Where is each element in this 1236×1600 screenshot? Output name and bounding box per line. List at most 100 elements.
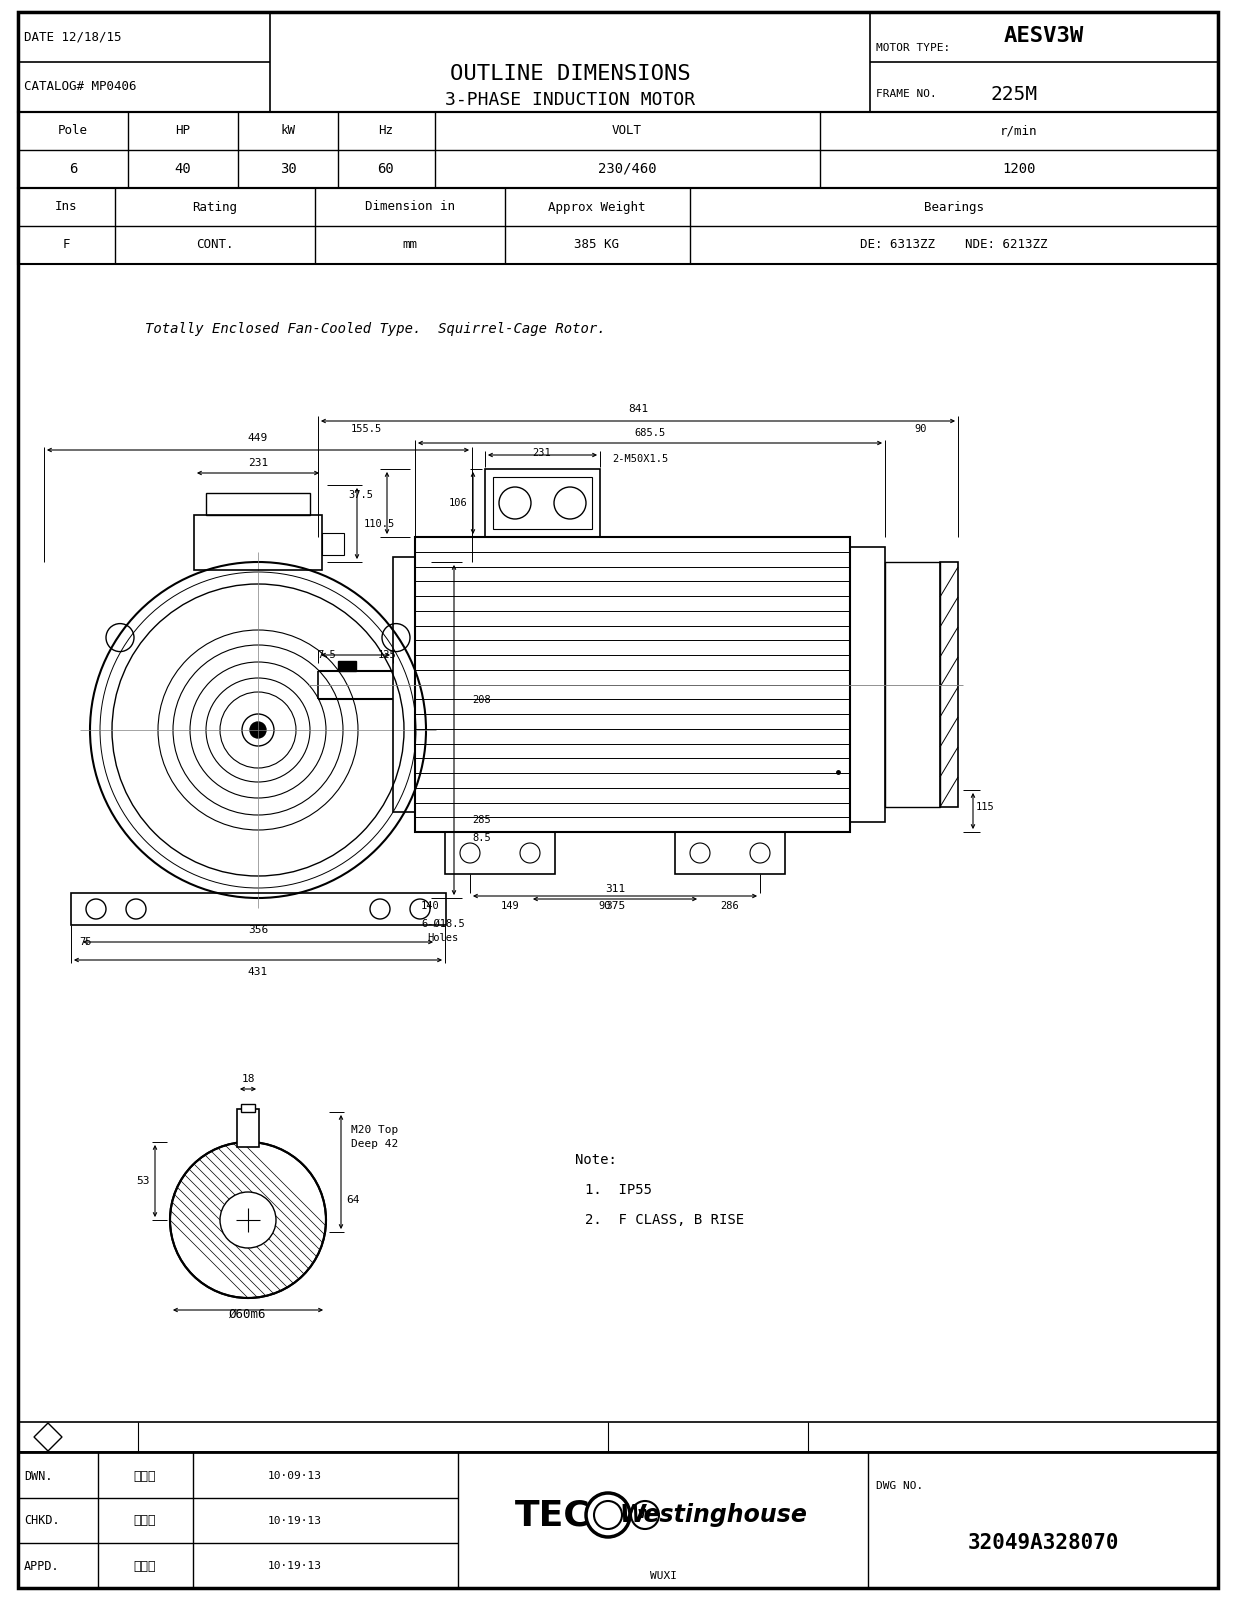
Bar: [885, 562, 941, 806]
Text: 149: 149: [501, 901, 519, 910]
Bar: [241, 1104, 255, 1112]
Text: FRAME NO.: FRAME NO.: [876, 90, 937, 99]
Text: 841: 841: [628, 403, 648, 414]
Text: 155.5: 155.5: [350, 424, 382, 434]
Text: F: F: [62, 238, 69, 251]
Text: 18: 18: [241, 1074, 255, 1085]
Text: 6-Ø18.5: 6-Ø18.5: [421, 918, 465, 930]
Text: 230/460: 230/460: [598, 162, 656, 176]
Circle shape: [220, 1192, 276, 1248]
Text: HP: HP: [176, 125, 190, 138]
Text: Note:: Note:: [575, 1154, 617, 1166]
Text: WUXI: WUXI: [649, 1571, 676, 1581]
Text: r/min: r/min: [1000, 125, 1038, 138]
Text: 125: 125: [378, 650, 397, 659]
Text: mm: mm: [403, 238, 418, 251]
Text: 140: 140: [420, 901, 439, 910]
Bar: [337, 661, 356, 670]
Text: 449: 449: [248, 434, 268, 443]
Text: 時崇慶: 時崇慶: [133, 1515, 156, 1528]
Bar: [941, 562, 958, 806]
Bar: [393, 557, 415, 813]
Bar: [19, 1422, 1217, 1453]
Text: 106: 106: [449, 498, 467, 509]
Text: Dimension in: Dimension in: [365, 200, 455, 213]
Circle shape: [250, 722, 266, 738]
Text: CATALOG# MP0406: CATALOG# MP0406: [23, 80, 136, 93]
Text: TEC: TEC: [515, 1498, 591, 1533]
Bar: [237, 1109, 260, 1147]
Bar: [19, 1453, 1217, 1587]
Text: 32049A328070: 32049A328070: [968, 1533, 1119, 1554]
Text: Approx Weight: Approx Weight: [549, 200, 645, 213]
Text: 10·19·13: 10·19·13: [268, 1562, 323, 1571]
Text: 286: 286: [721, 901, 739, 910]
Text: OUTLINE DIMENSIONS: OUTLINE DIMENSIONS: [450, 64, 691, 83]
Text: 285: 285: [472, 814, 491, 826]
Text: 431: 431: [248, 966, 268, 978]
Text: 2-M50X1.5: 2-M50X1.5: [612, 454, 669, 464]
Bar: [323, 533, 344, 555]
Text: 231: 231: [248, 458, 268, 467]
Text: Hz: Hz: [378, 125, 393, 138]
Text: W: W: [638, 1509, 651, 1522]
Bar: [19, 112, 1217, 187]
Text: CONT.: CONT.: [197, 238, 234, 251]
Text: AESV3W: AESV3W: [1004, 26, 1084, 46]
Text: 10·09·13: 10·09·13: [268, 1470, 323, 1482]
Bar: [850, 547, 885, 822]
Text: 225M: 225M: [990, 85, 1037, 104]
Text: Rating: Rating: [193, 200, 237, 213]
Text: Deep 42: Deep 42: [351, 1139, 398, 1149]
Text: 1200: 1200: [1002, 162, 1036, 176]
Text: 譚道勇: 譚道勇: [133, 1469, 156, 1483]
Text: MOTOR TYPE:: MOTOR TYPE:: [876, 43, 950, 53]
Text: 375: 375: [604, 901, 625, 910]
Bar: [445, 832, 555, 874]
Bar: [194, 515, 323, 570]
Text: 40: 40: [174, 162, 192, 176]
Text: VOLT: VOLT: [612, 125, 641, 138]
Text: 311: 311: [604, 883, 625, 894]
Text: 嚴和款: 嚴和款: [133, 1560, 156, 1573]
Text: 60: 60: [378, 162, 394, 176]
Text: DWN.: DWN.: [23, 1469, 52, 1483]
Text: 685.5: 685.5: [634, 427, 666, 438]
Text: 1.  IP55: 1. IP55: [585, 1182, 653, 1197]
Text: APPD.: APPD.: [23, 1560, 59, 1573]
Text: 231: 231: [533, 448, 551, 458]
Text: kW: kW: [281, 125, 295, 138]
Text: 356: 356: [248, 925, 268, 934]
Bar: [19, 11, 1217, 112]
Bar: [19, 187, 1217, 264]
Bar: [70, 893, 446, 925]
Bar: [206, 493, 310, 515]
Text: 30: 30: [279, 162, 297, 176]
Bar: [485, 469, 599, 538]
Text: Westinghouse: Westinghouse: [619, 1502, 807, 1526]
Circle shape: [171, 1142, 326, 1298]
Text: 7.5: 7.5: [318, 650, 336, 659]
Text: Pole: Pole: [58, 125, 88, 138]
Text: Totally Enclosed Fan-Cooled Type.  Squirrel-Cage Rotor.: Totally Enclosed Fan-Cooled Type. Squirr…: [145, 322, 606, 336]
Text: DATE 12/18/15: DATE 12/18/15: [23, 30, 121, 43]
Bar: [675, 832, 785, 874]
Text: M20 Top: M20 Top: [351, 1125, 398, 1134]
Text: 8.5: 8.5: [472, 834, 491, 843]
Text: 90: 90: [915, 424, 927, 434]
Bar: [493, 477, 592, 530]
Text: Holes: Holes: [428, 933, 459, 942]
Text: 75: 75: [80, 938, 93, 947]
Text: 53: 53: [136, 1176, 150, 1186]
Text: 37.5: 37.5: [349, 490, 373, 499]
Text: DWG NO.: DWG NO.: [876, 1482, 923, 1491]
Text: 110.5: 110.5: [363, 518, 394, 530]
Text: 64: 64: [346, 1195, 360, 1205]
Bar: [415, 538, 850, 832]
Circle shape: [242, 714, 274, 746]
Text: 115: 115: [976, 802, 995, 813]
Text: DE: 6313ZZ    NDE: 6213ZZ: DE: 6313ZZ NDE: 6213ZZ: [860, 238, 1048, 251]
Text: 2.  F CLASS, B RISE: 2. F CLASS, B RISE: [585, 1213, 744, 1227]
Text: 385 KG: 385 KG: [575, 238, 619, 251]
Text: Bearings: Bearings: [925, 200, 984, 213]
